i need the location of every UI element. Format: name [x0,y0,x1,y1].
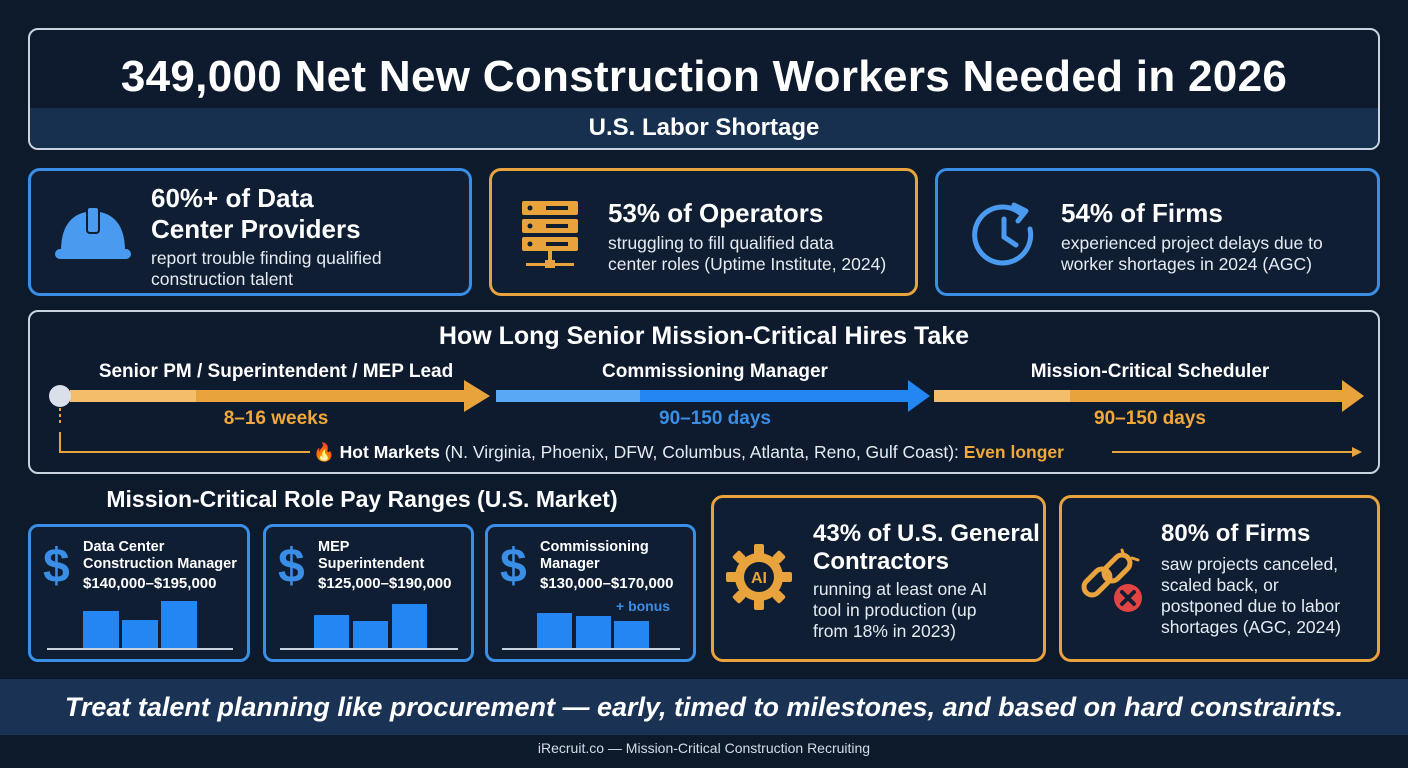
stat-detail: scaled back, or [1161,575,1279,595]
stat-detail: struggling to fill qualified data [608,233,834,253]
pay-range: $130,000–$170,000 [540,575,674,592]
hiring-timeline-panel: How Long Senior Mission-Critical Hires T… [28,310,1380,474]
stat-headline: 54% of Firms [1061,198,1223,228]
timeline-stage-label: Mission-Critical Scheduler [1030,361,1270,382]
timeline-stage-label: Commissioning Manager [602,361,828,382]
timeline-stage-duration: 90–150 days [1094,408,1206,429]
dollar-icon: $ [278,540,305,593]
stat-headline: Contractors [813,548,950,575]
pay-role-line: Data Center [83,539,165,555]
timeline-title: How Long Senior Mission-Critical Hires T… [438,322,970,350]
pay-card-mep-superintendent: $ MEP Superintendent $125,000–$190,000 [263,524,474,662]
pay-role-line: MEP [318,539,350,555]
bar-baseline [280,648,458,650]
dollar-icon: $ [500,540,527,593]
pay-bar [161,601,197,648]
clock-icon [972,202,1034,266]
stat-detail: center roles (Uptime Institute, 2024) [608,254,887,274]
stat-detail: shortages (AGC, 2024) [1161,617,1341,637]
stat-detail: construction talent [151,269,294,289]
pay-bar [392,604,427,648]
stat-headline: 80% of Firms [1161,520,1311,547]
pay-range: $125,000–$190,000 [318,575,452,592]
broken-link-icon [1081,548,1142,612]
stat-detail: postponed due to labor [1161,596,1341,616]
stat-detail: running at least one AI [813,579,988,599]
bar-baseline [502,648,680,650]
page-title: 349,000 Net New Construction Workers Nee… [120,52,1288,101]
server-rack-icon [522,201,578,268]
stat-headline: Center Providers [151,214,361,244]
pay-section-title: Mission-Critical Role Pay Ranges (U.S. M… [106,486,618,512]
pay-card-data-center-cm: $ Data Center Construction Manager $140,… [28,524,250,662]
header-panel: 349,000 Net New Construction Workers Nee… [28,28,1380,150]
stat-card-data-center-providers: 60%+ of Data Center Providers report tro… [28,168,472,296]
pay-bar [314,615,349,648]
pay-role: MEP Superintendent [318,539,424,573]
footer-credit: iRecruit.co — Mission-Critical Construct… [537,740,871,756]
pay-bar [353,621,388,648]
ai-icon-text: AI [751,570,767,587]
timeline-stage-duration: 90–150 days [659,408,771,429]
bar-baseline [47,648,233,650]
timeline-arrows [49,380,1364,457]
pay-bar [614,621,649,648]
pay-role: Commissioning Manager [540,539,649,573]
stat-headline: 43% of U.S. General [813,520,1040,547]
dollar-icon: $ [43,540,70,593]
page-subtitle: U.S. Labor Shortage [30,108,1378,148]
takeaway-banner: Treat talent planning like procurement —… [0,679,1408,735]
stat-card-firms-canceled: 80% of Firms saw projects canceled, scal… [1059,495,1380,662]
hot-markets-emphasis: Even longer [963,442,1064,462]
stat-headline: 53% of Operators [608,198,824,228]
stat-detail: saw projects canceled, [1161,554,1339,574]
pay-bonus-note: + bonus [616,598,671,614]
hot-markets-label: Hot Markets [339,442,440,462]
pay-role: Data Center Construction Manager [83,539,237,573]
pay-bar [122,620,158,648]
pay-role-line: Superintendent [318,556,425,572]
hard-hat-icon [55,206,131,259]
stat-card-ai-contractors: AI 43% of U.S. General Contractors runni… [711,495,1046,662]
stat-headline: 60%+ of Data [151,183,314,213]
stat-detail: from 18% in 2023) [813,621,956,641]
pay-bar [537,613,572,648]
pay-role-line: Manager [540,556,600,572]
pay-bar [576,616,611,648]
stat-detail: report trouble finding qualified [151,248,382,268]
pay-role-line: Commissioning [540,539,649,555]
stat-card-operators: 53% of Operators struggling to fill qual… [489,168,918,296]
stat-detail: tool in production (up [813,600,977,620]
pay-range: $140,000–$195,000 [83,575,217,592]
hot-markets-list: (N. Virginia, Phoenix, DFW, Columbus, At… [439,442,964,462]
pay-role-line: Construction Manager [83,556,237,572]
fire-icon: 🔥 [313,442,335,462]
stat-detail: experienced project delays due to [1061,233,1323,253]
stat-card-firms-delays: 54% of Firms experienced project delays … [935,168,1380,296]
stat-detail: worker shortages in 2024 (AGC) [1061,254,1312,274]
timeline-stage-duration: 8–16 weeks [223,408,329,429]
pay-card-commissioning-manager: $ Commissioning Manager $130,000–$170,00… [485,524,696,662]
pay-bar [83,611,119,648]
hot-markets-note: 🔥 Hot Markets (N. Virginia, Phoenix, DFW… [313,442,1064,463]
ai-gear-icon: AI [726,544,792,610]
timeline-stage-label: Senior PM / Superintendent / MEP Lead [98,361,454,382]
